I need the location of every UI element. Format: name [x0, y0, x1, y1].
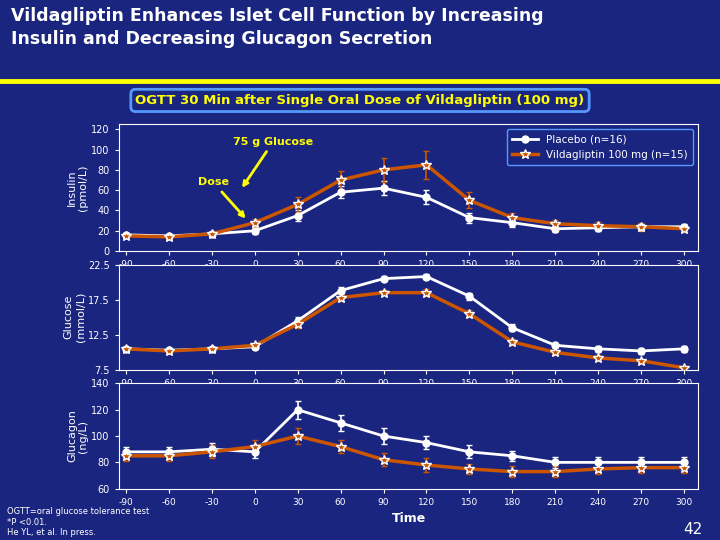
Y-axis label: Insulin
(pmol/L): Insulin (pmol/L) — [67, 164, 89, 211]
Text: Vildagliptin Enhances Islet Cell Function by Increasing
Insulin and Decreasing G: Vildagliptin Enhances Islet Cell Functio… — [11, 6, 544, 48]
Text: 42: 42 — [683, 522, 702, 537]
Y-axis label: Glucagon
(ng/L): Glucagon (ng/L) — [67, 410, 89, 462]
Text: 75 g Glucose: 75 g Glucose — [233, 137, 313, 185]
Text: OGTT=oral glucose tolerance test
*P <0.01.
He YL, et al. In press.: OGTT=oral glucose tolerance test *P <0.0… — [7, 508, 150, 537]
Y-axis label: Glucose
(mmol/L): Glucose (mmol/L) — [63, 292, 85, 342]
X-axis label: Time: Time — [392, 512, 426, 525]
Legend: Placebo (n=16), Vildagliptin 100 mg (n=15): Placebo (n=16), Vildagliptin 100 mg (n=1… — [507, 130, 693, 165]
Text: OGTT 30 Min after Single Oral Dose of Vildagliptin (100 mg): OGTT 30 Min after Single Oral Dose of Vi… — [135, 94, 585, 107]
Text: Dose: Dose — [197, 177, 243, 216]
